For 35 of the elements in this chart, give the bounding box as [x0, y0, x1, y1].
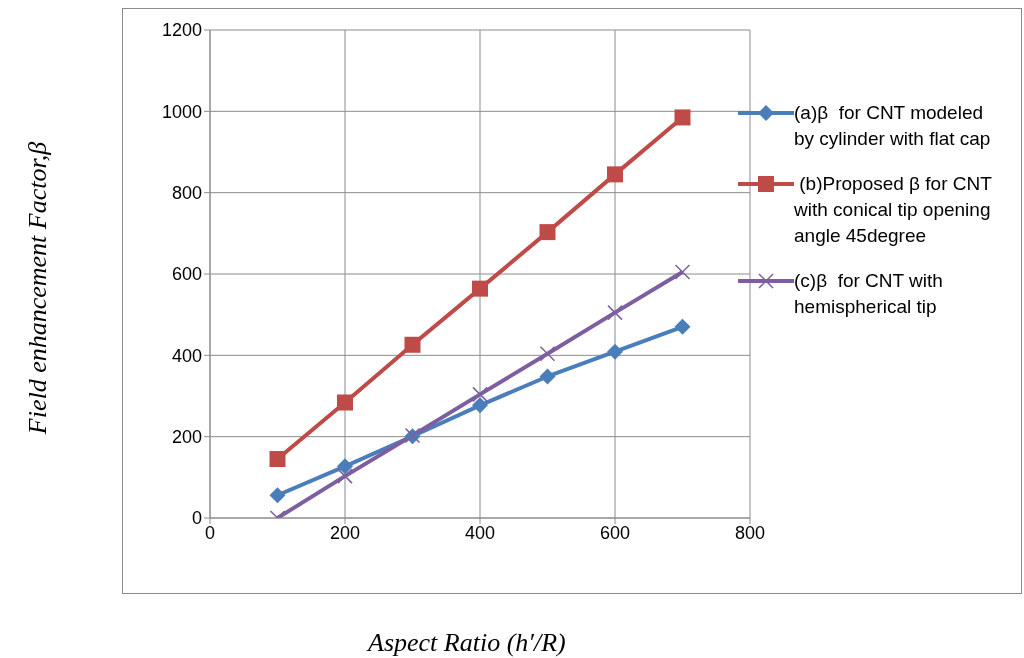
point	[607, 343, 623, 360]
point	[472, 280, 488, 297]
x-tick-label: 0	[204, 522, 216, 543]
point	[674, 109, 691, 126]
point	[269, 451, 286, 468]
point	[472, 397, 488, 414]
y-tick-label: 800	[171, 183, 202, 204]
point	[337, 394, 353, 411]
point	[607, 166, 623, 183]
x-tick-label: 400	[464, 522, 496, 543]
y-tick-label: 1200	[161, 20, 202, 41]
point	[674, 264, 691, 280]
x-tick-label: 800	[734, 522, 766, 543]
point	[269, 487, 286, 504]
y-tick-label: 0	[191, 508, 202, 529]
x-tick-label: 600	[599, 522, 631, 543]
y-tick-label: 600	[171, 264, 202, 285]
legend-label: (b)Proposed β for CNT with conical tip opening angle 45degree	[794, 172, 993, 248]
point	[539, 345, 556, 362]
legend-label: (a)β for CNT modeled by cylinder with flat cap	[794, 101, 992, 151]
y-axis-title: Field enhancement Factor,β	[23, 141, 53, 435]
point	[607, 304, 623, 321]
point	[539, 368, 556, 385]
y-tick-label: 200	[171, 427, 202, 448]
x-tick-label: 200	[329, 522, 361, 543]
point	[539, 224, 556, 241]
y-tick-label: 1000	[161, 101, 202, 122]
y-tick-label: 400	[171, 345, 202, 366]
legend-label: (c)β for CNT with hemispherical tip	[794, 269, 944, 319]
point	[472, 386, 488, 403]
point	[337, 468, 353, 484]
x-axis-title: Aspect Ratio (h′/R)	[368, 628, 566, 658]
point	[674, 318, 691, 335]
point	[337, 458, 353, 475]
point	[404, 336, 421, 353]
